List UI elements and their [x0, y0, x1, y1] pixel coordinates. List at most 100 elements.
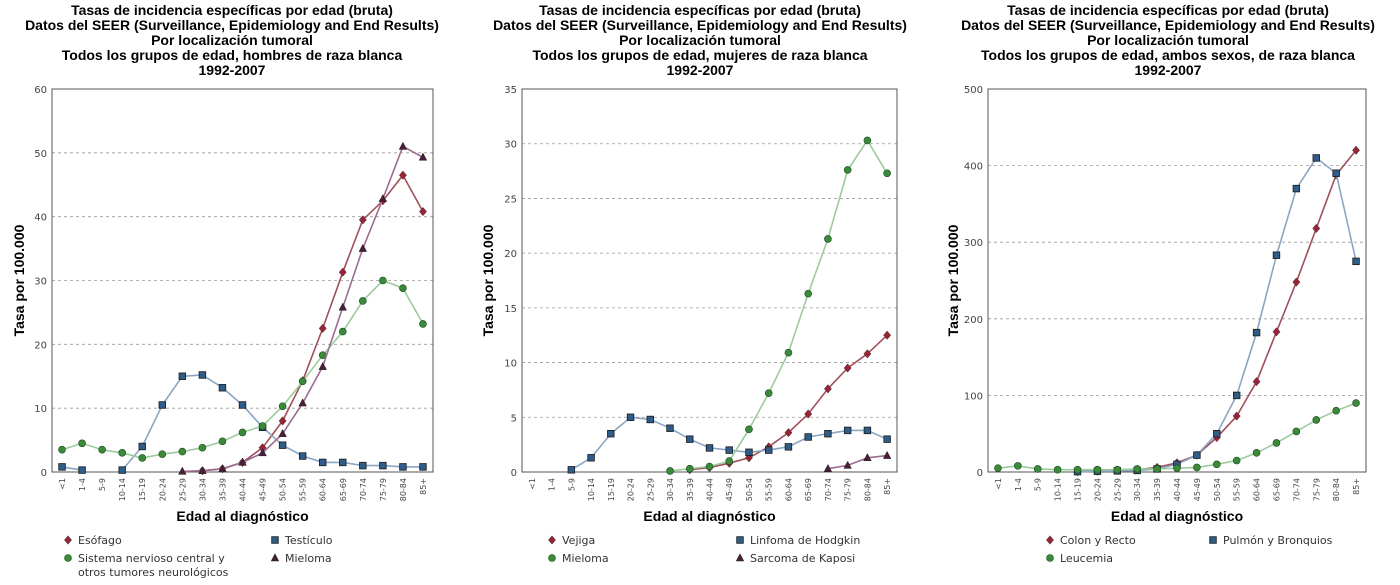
- chart-title-line-5: 1992-2007: [1135, 62, 1202, 78]
- data-point: [418, 152, 428, 161]
- legend-marker: [64, 554, 72, 562]
- data-point: [58, 463, 66, 471]
- data-point: [824, 429, 832, 438]
- data-point: [784, 443, 793, 451]
- data-point: [398, 141, 408, 150]
- x-tick-label: 10-14: [587, 478, 596, 501]
- x-tick-label: 50-54: [279, 478, 288, 501]
- x-tick-label: 45-49: [725, 478, 734, 501]
- x-tick-label: 70-74: [824, 478, 833, 501]
- data-point: [238, 457, 247, 466]
- data-point: [705, 444, 714, 452]
- x-tick-label: 35-39: [686, 478, 695, 501]
- data-point: [358, 215, 367, 225]
- data-point: [359, 297, 367, 305]
- x-tick-label: 75-79: [1312, 478, 1321, 501]
- y-axis-label: Tasa por 100.000: [945, 224, 961, 336]
- y-tick-label: 5: [511, 413, 517, 424]
- y-tick-label: 20: [504, 249, 517, 260]
- data-point: [379, 276, 387, 285]
- data-point: [358, 243, 368, 252]
- x-axis-label: Edad al diagnóstico: [176, 508, 308, 524]
- data-point: [138, 442, 146, 451]
- data-point: [1133, 465, 1142, 473]
- data-point: [238, 401, 247, 409]
- data-point: [258, 422, 267, 430]
- data-point: [823, 463, 833, 472]
- chart-title-line-1: Tasas de incidencia específicas por edad…: [1007, 2, 1329, 18]
- y-tick-label: 50: [34, 149, 47, 160]
- x-tick-label: 25-29: [646, 478, 655, 501]
- data-point: [725, 446, 733, 454]
- y-tick-label: 20: [34, 340, 47, 351]
- x-tick-label: 85+: [883, 478, 892, 495]
- data-point: [1093, 465, 1102, 474]
- series-line: [202, 173, 424, 472]
- data-point: [745, 425, 753, 434]
- legend-marker: [736, 536, 744, 544]
- data-point: [823, 384, 832, 394]
- series-line: [1077, 156, 1357, 473]
- series-pulm-n-y-bronquios: [1073, 154, 1360, 476]
- data-point: [1312, 223, 1321, 233]
- y-tick-label: 15: [504, 304, 517, 315]
- data-point: [1252, 377, 1261, 387]
- chart-title-line-3: Por localización tumoral: [1087, 32, 1249, 48]
- x-tick-label: 20-24: [1093, 478, 1102, 501]
- x-axis-label: Edad al diagnóstico: [643, 508, 775, 524]
- data-point: [883, 330, 892, 340]
- x-tick-label: 30-34: [666, 478, 675, 501]
- data-point: [843, 426, 852, 435]
- x-tick-label: 1-4: [78, 478, 87, 491]
- data-point: [1272, 251, 1281, 259]
- data-point: [1352, 145, 1360, 155]
- y-tick-label: 60: [34, 85, 47, 96]
- x-tick-label: 60-64: [319, 478, 328, 501]
- y-tick-label: 100: [964, 391, 983, 402]
- data-point: [1232, 391, 1241, 400]
- data-point: [318, 361, 327, 370]
- x-tick-label: 70-74: [1292, 478, 1301, 501]
- y-tick-label: 0: [511, 468, 517, 479]
- data-point: [1352, 257, 1360, 266]
- data-point: [78, 439, 86, 448]
- x-tick-label: 5-9: [1034, 478, 1043, 491]
- data-point: [178, 372, 187, 380]
- x-tick-label: 35-39: [1153, 478, 1162, 501]
- y-tick-label: 30: [504, 140, 517, 151]
- x-tick-label: 85+: [419, 478, 428, 495]
- x-tick-label: 80-84: [1332, 478, 1341, 501]
- x-tick-label: 10-14: [118, 478, 127, 501]
- data-point: [843, 460, 852, 469]
- data-point: [339, 458, 347, 467]
- data-point: [338, 267, 347, 277]
- x-tick-label: 5-9: [567, 478, 576, 491]
- x-tick-label: 60-64: [1253, 478, 1262, 501]
- data-point: [666, 467, 674, 475]
- data-point: [278, 416, 287, 426]
- y-tick-label: 200: [964, 315, 983, 326]
- y-tick-label: 0: [41, 468, 47, 479]
- data-point: [338, 327, 347, 336]
- data-point: [178, 447, 187, 456]
- data-point: [626, 413, 635, 421]
- x-tick-label: 75-79: [844, 478, 853, 501]
- data-point: [298, 398, 307, 407]
- data-point: [338, 302, 347, 311]
- x-tick-label: 65-69: [804, 478, 813, 501]
- data-point: [1232, 456, 1241, 465]
- data-point: [843, 363, 852, 373]
- y-axis-label: Tasa por 100.000: [11, 224, 27, 336]
- data-point: [567, 466, 576, 474]
- data-point: [1213, 429, 1221, 438]
- chart-title-line-2: Datos del SEER (Surveillance, Epidemiolo…: [961, 17, 1375, 33]
- data-point: [883, 169, 891, 178]
- x-tick-label: 60-64: [784, 478, 793, 501]
- data-point: [863, 349, 872, 359]
- chart-title-line-4: Todos los grupos de edad, ambos sexos, d…: [981, 47, 1355, 63]
- data-point: [765, 446, 773, 454]
- legend-entry: Sarcoma de Kaposi: [750, 552, 855, 565]
- data-point: [1113, 465, 1122, 474]
- data-point: [218, 437, 227, 446]
- x-tick-label: <1: [58, 478, 67, 490]
